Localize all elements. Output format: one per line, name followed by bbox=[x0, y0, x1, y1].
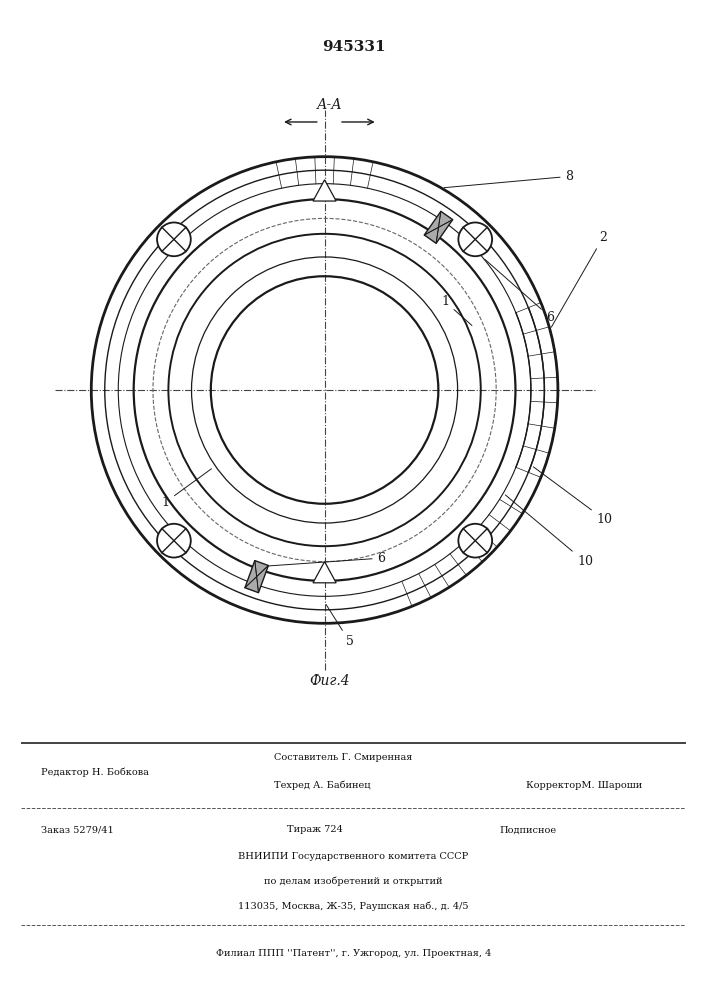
Text: Техред А. Бабинец: Техред А. Бабинец bbox=[274, 780, 370, 790]
Polygon shape bbox=[313, 180, 336, 201]
Text: Заказ 5279/41: Заказ 5279/41 bbox=[41, 826, 114, 834]
Text: 6: 6 bbox=[485, 259, 554, 324]
Text: 10: 10 bbox=[533, 467, 612, 526]
Text: по делам изобретений и открытий: по делам изобретений и открытий bbox=[264, 876, 443, 886]
Text: 1: 1 bbox=[161, 469, 211, 509]
Text: Тираж 724: Тираж 724 bbox=[287, 826, 343, 834]
Text: 10: 10 bbox=[506, 495, 593, 568]
Circle shape bbox=[458, 524, 492, 558]
Text: Составитель Г. Смиренная: Составитель Г. Смиренная bbox=[274, 753, 412, 762]
Text: 5: 5 bbox=[326, 604, 354, 648]
Polygon shape bbox=[424, 211, 452, 243]
Text: КорректорМ. Шароши: КорректорМ. Шароши bbox=[526, 780, 643, 790]
Text: 945331: 945331 bbox=[322, 40, 385, 54]
Text: 1: 1 bbox=[441, 295, 472, 325]
Text: ВНИИПИ Государственного комитета СССР: ВНИИПИ Государственного комитета СССР bbox=[238, 852, 469, 861]
Text: 2: 2 bbox=[551, 231, 607, 327]
Polygon shape bbox=[245, 561, 269, 593]
Text: Фиг.4: Фиг.4 bbox=[309, 674, 350, 688]
Text: 8: 8 bbox=[444, 170, 573, 188]
Text: 6: 6 bbox=[256, 552, 385, 567]
Circle shape bbox=[157, 524, 191, 558]
Polygon shape bbox=[313, 562, 336, 583]
Circle shape bbox=[458, 222, 492, 256]
Text: Филиал ППП ''Патент'', г. Ужгород, ул. Проектная, 4: Филиал ППП ''Патент'', г. Ужгород, ул. П… bbox=[216, 949, 491, 958]
Circle shape bbox=[157, 222, 191, 256]
Text: 113035, Москва, Ж-35, Раушская наб., д. 4/5: 113035, Москва, Ж-35, Раушская наб., д. … bbox=[238, 902, 469, 911]
Text: Редактор Н. Бобкова: Редактор Н. Бобкова bbox=[41, 768, 149, 777]
Text: Подписное: Подписное bbox=[500, 826, 557, 834]
Text: А-А: А-А bbox=[317, 98, 342, 112]
